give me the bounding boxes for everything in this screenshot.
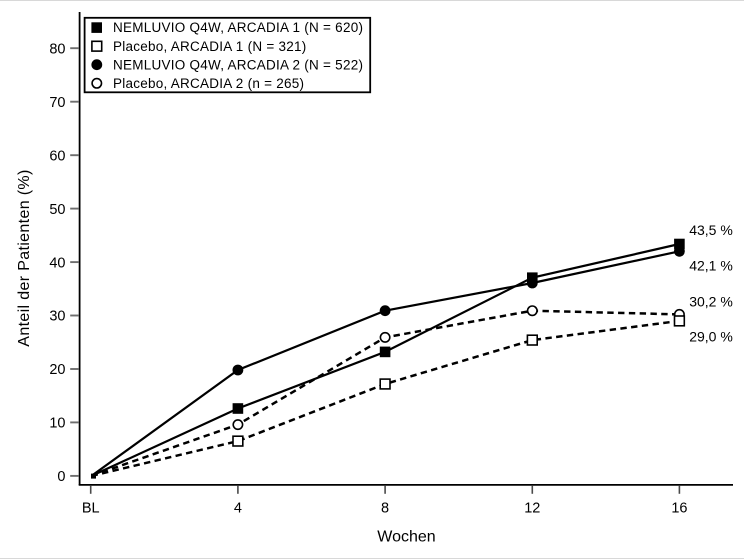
svg-text:40: 40 xyxy=(49,255,65,271)
svg-text:30: 30 xyxy=(49,309,65,325)
svg-text:43,5 %: 43,5 % xyxy=(689,222,733,238)
svg-text:4: 4 xyxy=(234,501,242,517)
svg-text:70: 70 xyxy=(49,95,65,111)
svg-text:0: 0 xyxy=(57,469,65,485)
svg-text:NEMLUVIO Q4W, ARCADIA 2 (N = 5: NEMLUVIO Q4W, ARCADIA 2 (N = 522) xyxy=(113,57,363,72)
svg-text:Anteil der Patienten (%): Anteil der Patienten (%) xyxy=(16,169,33,346)
svg-text:50: 50 xyxy=(49,202,65,218)
svg-text:Wochen: Wochen xyxy=(377,528,435,545)
svg-text:NEMLUVIO Q4W, ARCADIA 1 (N = 6: NEMLUVIO Q4W, ARCADIA 1 (N = 620) xyxy=(113,20,363,35)
svg-text:12: 12 xyxy=(524,501,540,517)
svg-text:10: 10 xyxy=(49,416,65,432)
svg-text:16: 16 xyxy=(671,501,687,517)
svg-text:60: 60 xyxy=(49,148,65,164)
svg-text:Placebo, ARCADIA 2 (n = 265): Placebo, ARCADIA 2 (n = 265) xyxy=(113,76,304,91)
svg-text:30,2 %: 30,2 % xyxy=(689,293,733,309)
svg-text:80: 80 xyxy=(49,41,65,57)
svg-text:42,1 %: 42,1 % xyxy=(689,257,733,273)
svg-text:20: 20 xyxy=(49,362,65,378)
svg-text:8: 8 xyxy=(381,501,389,517)
svg-text:BL: BL xyxy=(82,501,100,517)
svg-text:Placebo, ARCADIA 1 (N = 321): Placebo, ARCADIA 1 (N = 321) xyxy=(113,39,306,54)
svg-text:29,0 %: 29,0 % xyxy=(689,329,733,345)
